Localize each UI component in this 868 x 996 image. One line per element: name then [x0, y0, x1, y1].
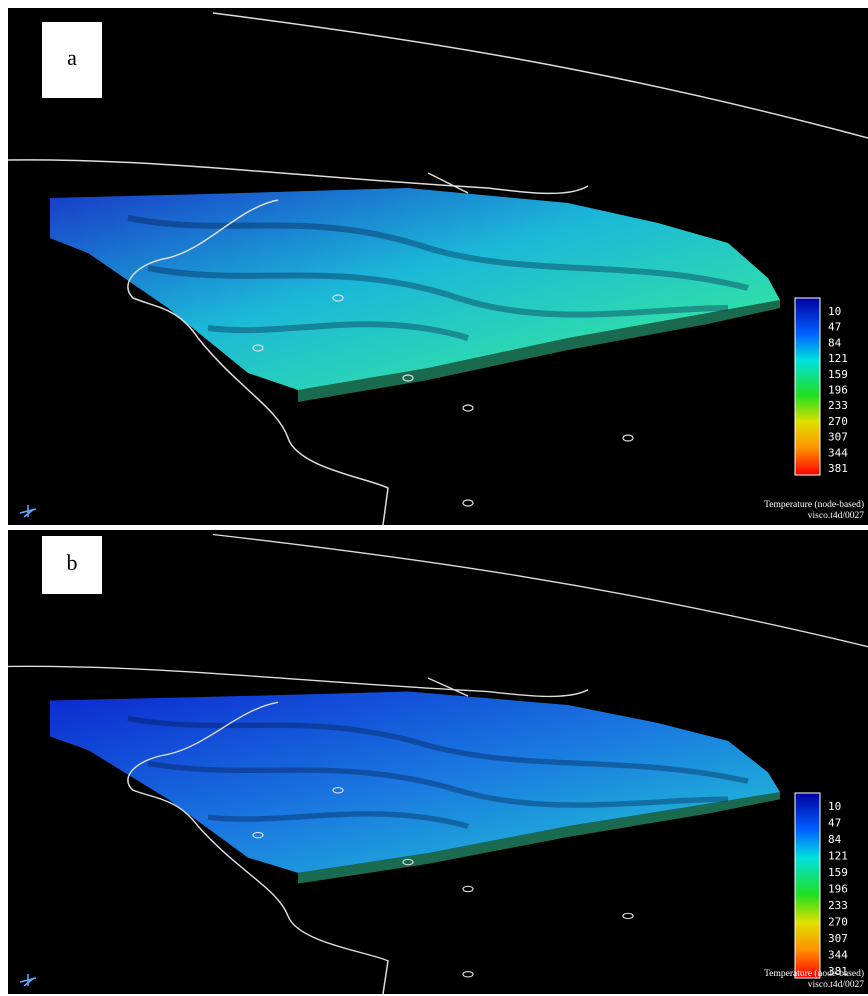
colorbar-label: 121 — [828, 352, 848, 365]
colorbar-label: 121 — [828, 850, 848, 863]
terrain-ridge — [207, 811, 469, 829]
colorbar-label: 344 — [828, 949, 848, 962]
colorbar-label: 84 — [828, 336, 842, 349]
colorbar-label: 84 — [828, 833, 842, 846]
island — [252, 831, 264, 839]
panel-label-box — [42, 536, 102, 594]
coastline — [212, 533, 868, 648]
island — [332, 787, 344, 794]
terrain-side — [298, 792, 780, 884]
colorbar-label: 307 — [828, 932, 848, 945]
caption: Temperature (node-based) — [764, 499, 864, 510]
caption: Temperature (node-based) — [764, 968, 864, 979]
colorbar-label: 233 — [828, 399, 848, 412]
colorbar-label: 381 — [828, 965, 848, 978]
island — [402, 374, 414, 382]
colorbar-label: 270 — [828, 916, 848, 929]
colorbar-label: 196 — [828, 883, 848, 896]
caption: visco.t4d/0027 — [808, 511, 864, 521]
coastline — [7, 159, 589, 195]
colorbar-label: 159 — [828, 368, 848, 381]
island — [462, 885, 474, 893]
panel: b 10 47 84 121 159 196 233 270 307 344 381Temperatu… — [7, 530, 868, 995]
colorbar-label: 270 — [828, 415, 848, 428]
colorbar-label: 47 — [828, 321, 841, 334]
island — [462, 499, 474, 507]
colorbar-label: 233 — [828, 899, 848, 912]
panel-label: a — [67, 45, 77, 70]
colorbar — [794, 297, 821, 476]
terrain — [50, 188, 780, 390]
island — [462, 404, 474, 412]
terrain-ridge — [127, 715, 749, 784]
island — [402, 858, 414, 866]
island — [622, 912, 634, 920]
terrain-ridge — [127, 215, 749, 291]
colorbar-label: 159 — [828, 866, 848, 879]
panel-label: b — [67, 550, 78, 575]
coastline — [127, 172, 469, 526]
island — [622, 434, 634, 442]
caption: visco.t4d/0027 — [808, 980, 864, 990]
colorbar-label: 307 — [828, 431, 848, 444]
colorbar-label: 47 — [828, 817, 841, 830]
panel: a 10 47 84 121 159 196 233 270 307 344 381 Temperatu… — [7, 8, 868, 526]
island — [462, 971, 474, 978]
render — [7, 12, 868, 526]
axis-triad — [19, 974, 37, 987]
island — [252, 344, 264, 352]
colorbar-label: 10 — [828, 305, 841, 318]
colorbar-label: 196 — [828, 384, 848, 397]
colorbar-label: 344 — [828, 446, 848, 459]
panel-label-box — [42, 22, 102, 98]
terrain-ridge — [147, 760, 729, 808]
terrain-ridge — [207, 321, 469, 341]
coastline — [212, 12, 868, 139]
island — [332, 294, 344, 302]
axis-triad — [19, 505, 37, 518]
coastline — [7, 665, 589, 698]
coastline — [127, 677, 469, 995]
colorbar — [794, 792, 821, 979]
terrain — [50, 691, 780, 873]
colorbar-label: 10 — [828, 800, 841, 813]
terrain-side — [298, 300, 780, 402]
render — [7, 533, 868, 995]
colorbar-label: 381 — [828, 462, 848, 475]
terrain-ridge — [147, 265, 729, 318]
